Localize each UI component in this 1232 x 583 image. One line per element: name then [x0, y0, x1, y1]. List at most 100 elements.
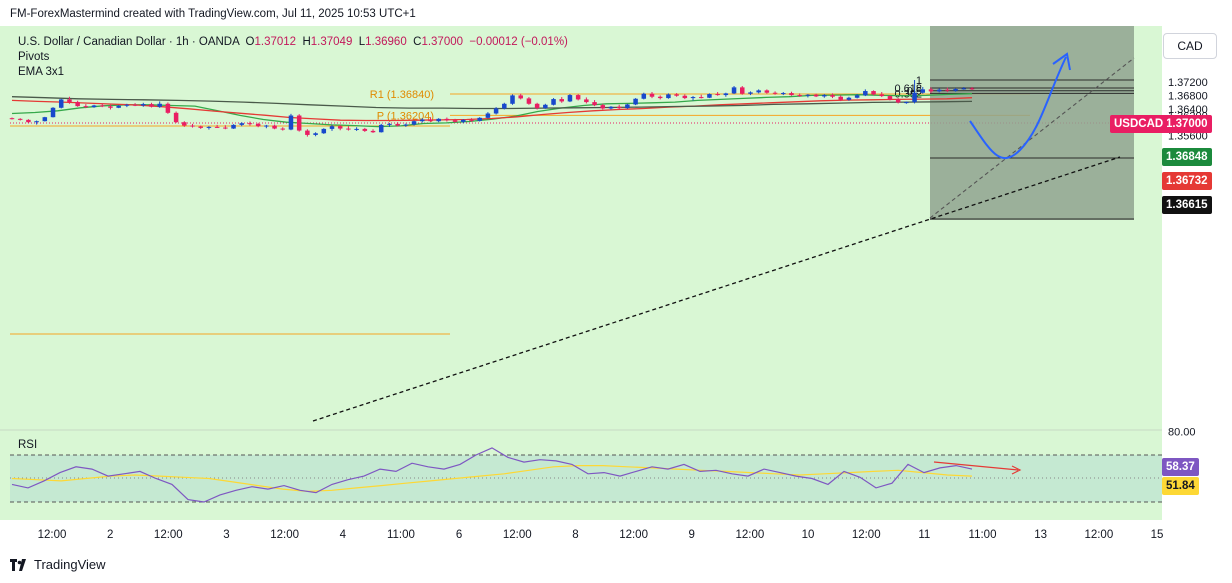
- candle-body[interactable]: [198, 126, 203, 128]
- trendline-channel[interactable]: [929, 57, 1135, 219]
- candle-body[interactable]: [485, 113, 491, 118]
- fib-box[interactable]: [930, 26, 1134, 220]
- candle-body[interactable]: [961, 88, 967, 90]
- rsi-divergence-line[interactable]: [933, 461, 1019, 471]
- candle-body[interactable]: [116, 105, 121, 108]
- candle-body[interactable]: [239, 123, 244, 125]
- candle-body[interactable]: [895, 99, 901, 103]
- candle-body[interactable]: [846, 97, 852, 100]
- candle-body[interactable]: [206, 126, 212, 128]
- candle-body[interactable]: [436, 118, 441, 122]
- candle-body[interactable]: [100, 105, 105, 107]
- candle-body[interactable]: [740, 87, 745, 94]
- candle-body[interactable]: [616, 106, 622, 109]
- candle-body[interactable]: [567, 95, 573, 102]
- candle-body[interactable]: [493, 108, 499, 114]
- candle-body[interactable]: [731, 87, 737, 94]
- candle-body[interactable]: [83, 106, 89, 108]
- candle-body[interactable]: [9, 118, 15, 120]
- candle-body[interactable]: [502, 103, 507, 109]
- candle-body[interactable]: [625, 104, 630, 109]
- candle-body[interactable]: [920, 89, 926, 93]
- candle-body[interactable]: [674, 94, 679, 96]
- candle-body[interactable]: [928, 89, 934, 92]
- candle-body[interactable]: [214, 126, 220, 128]
- candle-body[interactable]: [452, 120, 458, 122]
- trendline-layer[interactable]: [312, 57, 1135, 422]
- candle-body[interactable]: [887, 96, 893, 100]
- candle-body[interactable]: [42, 117, 48, 122]
- candle-body[interactable]: [551, 99, 556, 105]
- candle-body[interactable]: [879, 94, 884, 97]
- candle-body[interactable]: [904, 102, 909, 104]
- candle-body[interactable]: [149, 104, 154, 107]
- candle-body[interactable]: [526, 98, 532, 104]
- candle-body[interactable]: [534, 103, 540, 109]
- candle-body[interactable]: [165, 103, 171, 113]
- candle-body[interactable]: [871, 91, 876, 95]
- candle-body[interactable]: [247, 123, 253, 125]
- candle-body[interactable]: [805, 94, 811, 96]
- candles-layer[interactable]: [9, 79, 975, 137]
- candle-body[interactable]: [75, 102, 80, 107]
- currency-selector[interactable]: CAD: [1163, 33, 1217, 59]
- candle-body[interactable]: [370, 130, 376, 133]
- candle-body[interactable]: [822, 95, 827, 97]
- candle-body[interactable]: [173, 112, 179, 123]
- candle-body[interactable]: [321, 128, 327, 134]
- candle-body[interactable]: [420, 119, 425, 122]
- candle-body[interactable]: [863, 91, 868, 96]
- candle-body[interactable]: [608, 106, 614, 109]
- candle-body[interactable]: [231, 124, 236, 129]
- candle-body[interactable]: [854, 95, 860, 98]
- candle-body[interactable]: [272, 125, 277, 129]
- candle-body[interactable]: [945, 89, 950, 91]
- candle-body[interactable]: [912, 92, 917, 103]
- candle-body[interactable]: [543, 104, 548, 109]
- candle-body[interactable]: [510, 95, 515, 104]
- candle-body[interactable]: [141, 104, 146, 106]
- candle-body[interactable]: [157, 103, 162, 107]
- candle-body[interactable]: [395, 123, 400, 126]
- candle-body[interactable]: [91, 105, 97, 108]
- candle-body[interactable]: [764, 90, 770, 93]
- candle-body[interactable]: [813, 94, 819, 97]
- candle-body[interactable]: [34, 121, 39, 123]
- trendline-support[interactable]: [312, 156, 1121, 422]
- candle-body[interactable]: [633, 98, 638, 105]
- candle-body[interactable]: [296, 115, 302, 131]
- candle-body[interactable]: [67, 99, 72, 103]
- indicator-ema-label[interactable]: EMA 3x1: [18, 66, 65, 78]
- candle-body[interactable]: [641, 93, 647, 99]
- candle-body[interactable]: [756, 90, 761, 93]
- candle-body[interactable]: [592, 102, 597, 106]
- candle-body[interactable]: [690, 97, 696, 99]
- candle-body[interactable]: [477, 117, 482, 121]
- indicator-pivots-label[interactable]: Pivots: [18, 51, 50, 63]
- candle-body[interactable]: [444, 118, 450, 121]
- candle-body[interactable]: [223, 127, 228, 129]
- candle-body[interactable]: [387, 123, 392, 125]
- candle-body[interactable]: [346, 128, 351, 130]
- candle-body[interactable]: [354, 128, 359, 130]
- candle-body[interactable]: [723, 93, 729, 96]
- candle-body[interactable]: [305, 130, 310, 135]
- candle-body[interactable]: [584, 99, 589, 103]
- candle-body[interactable]: [469, 119, 474, 121]
- candle-body[interactable]: [707, 94, 712, 98]
- candle-body[interactable]: [280, 128, 286, 130]
- candle-body[interactable]: [337, 126, 343, 129]
- candle-body[interactable]: [830, 95, 835, 97]
- candle-body[interactable]: [329, 126, 335, 129]
- candle-body[interactable]: [698, 97, 704, 99]
- candle-body[interactable]: [313, 133, 318, 135]
- candle-body[interactable]: [715, 94, 720, 96]
- candle-body[interactable]: [378, 124, 384, 133]
- candle-body[interactable]: [838, 96, 843, 100]
- candle-body[interactable]: [649, 93, 655, 97]
- candle-body[interactable]: [190, 125, 195, 127]
- candle-body[interactable]: [666, 94, 671, 99]
- candle-body[interactable]: [682, 95, 688, 99]
